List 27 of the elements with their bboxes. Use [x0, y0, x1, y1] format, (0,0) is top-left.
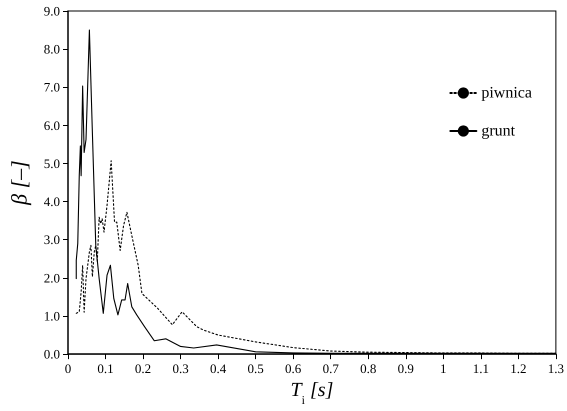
- x-tick-label: 1.3: [548, 361, 564, 376]
- legend-label: grunt: [481, 122, 516, 140]
- x-tick-label: 0.3: [172, 361, 189, 376]
- x-tick-label: 0.6: [285, 361, 302, 376]
- x-tick-label: 0.5: [248, 361, 264, 376]
- x-tick-label: 1.2: [510, 361, 526, 376]
- y-axis-title: β [–]: [6, 160, 32, 206]
- y-tick-label: 5.0: [44, 156, 60, 171]
- y-tick-label: 8.0: [44, 42, 60, 57]
- x-tick-label: 1.1: [472, 361, 489, 376]
- y-tick-label: 2.0: [44, 270, 60, 286]
- x-tick-label: 0.9: [398, 361, 414, 376]
- x-tick-label: 0.7: [322, 361, 340, 376]
- y-tick-label: 7.0: [44, 80, 60, 95]
- y-tick-label: 3.0: [44, 232, 60, 248]
- legend-label: piwnica: [481, 84, 532, 102]
- y-tick-label: 6.0: [44, 118, 60, 133]
- y-tick-label: 9.0: [44, 4, 60, 18]
- y-tick-label: 0.0: [44, 346, 60, 362]
- x-tick-label: 0.2: [134, 361, 152, 376]
- x-tick-label: 0.4: [210, 361, 227, 376]
- x-tick-label: 0: [64, 361, 72, 376]
- y-tick-label: 4.0: [44, 194, 60, 210]
- x-tick-label: 0.8: [360, 361, 376, 376]
- x-tick-label: 1: [440, 361, 447, 376]
- x-tick-label: 0.1: [97, 361, 114, 376]
- y-tick-label: 1.0: [44, 308, 60, 324]
